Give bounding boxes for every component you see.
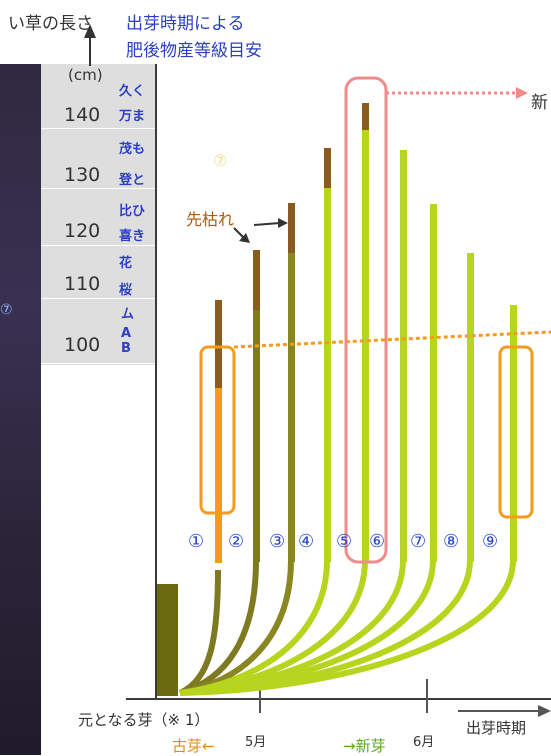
y-axis bbox=[155, 64, 157, 700]
shoot-stem-4 bbox=[324, 188, 331, 562]
shoot-tip-2 bbox=[253, 250, 260, 310]
gridline-100 bbox=[41, 363, 551, 364]
grade-kyuku: 久く bbox=[119, 84, 146, 99]
gridline-110 bbox=[41, 298, 551, 299]
highlight-box-shoot-5 bbox=[344, 76, 388, 564]
shoot-number-9: ⑨ bbox=[482, 531, 499, 552]
withered-arrowhead-right bbox=[278, 218, 288, 228]
origin-bud-label: 元となる芽（※ 1） bbox=[78, 711, 210, 729]
grade-kiki: 喜き bbox=[119, 229, 146, 244]
shoot-tip-3 bbox=[288, 203, 295, 253]
shoot-stem-5 bbox=[362, 130, 369, 562]
new-label: 新 bbox=[531, 93, 548, 113]
y-axis-arrowhead bbox=[84, 24, 96, 38]
y-tick-130: 130 bbox=[64, 164, 101, 186]
old-bud-label: 古芽← bbox=[172, 737, 215, 755]
grade-a-threshold-line bbox=[233, 330, 551, 349]
grade-title-line1: 出芽時期による bbox=[126, 14, 245, 34]
shoot-number-1: ① bbox=[188, 531, 205, 552]
faint-circled-label: ⑦ bbox=[213, 151, 228, 170]
background-photo bbox=[0, 64, 41, 755]
y-tick-120: 120 bbox=[64, 220, 101, 242]
grade-b: B bbox=[121, 341, 131, 356]
highlight-box-shoot-1 bbox=[199, 345, 236, 515]
grade-hihi: 比ひ bbox=[119, 204, 146, 219]
shoot-number-8: ⑧ bbox=[443, 531, 460, 552]
pink-arrowhead bbox=[516, 87, 528, 99]
tick-june bbox=[426, 679, 428, 713]
grade-title-line2: 肥後物産等級目安 bbox=[126, 41, 262, 61]
grade-sakura: 桜 bbox=[119, 283, 133, 298]
withered-arrowhead-down bbox=[239, 233, 250, 243]
june-label: 6月 bbox=[413, 735, 435, 750]
new-bud-label: →新芽 bbox=[343, 737, 386, 755]
shoot-number-5: ⑤ bbox=[336, 531, 353, 552]
x-axis-arrowhead bbox=[538, 705, 551, 717]
gridline-130 bbox=[41, 188, 551, 189]
grade-hana: 花 bbox=[119, 256, 133, 271]
left-edge-circled-label: ⑦ bbox=[0, 302, 13, 318]
shoot-stem-9 bbox=[510, 305, 517, 562]
withered-arrow-down bbox=[233, 227, 245, 239]
shoot-tip-5 bbox=[362, 103, 369, 130]
y-tick-110: 110 bbox=[64, 273, 101, 295]
withered-arrow-right bbox=[253, 222, 281, 226]
grade-mama: 万ま bbox=[119, 109, 146, 124]
shoot-number-2: ② bbox=[228, 531, 245, 552]
unit-label: (cm) bbox=[68, 66, 103, 84]
shoot-stem-6 bbox=[400, 150, 407, 562]
shoot-tip-4 bbox=[324, 148, 331, 188]
x-axis bbox=[126, 698, 551, 700]
grade-mu: ム bbox=[121, 307, 135, 322]
gridline-140 bbox=[41, 128, 551, 129]
y-axis-title: い草の長さ bbox=[8, 14, 93, 34]
shoot-stem-1 bbox=[215, 388, 222, 563]
y-tick-140: 140 bbox=[64, 104, 101, 126]
shoot-number-7: ⑦ bbox=[410, 531, 427, 552]
shoot-stem-2 bbox=[253, 310, 260, 562]
shoot-number-3: ③ bbox=[269, 531, 286, 552]
shoot-number-4: ④ bbox=[298, 531, 315, 552]
origin-bud bbox=[157, 584, 178, 696]
shoot-stem-8 bbox=[467, 253, 474, 562]
x-axis-title: 出芽時期 bbox=[466, 719, 527, 737]
grade-noboto: 登と bbox=[119, 173, 146, 188]
may-label: 5月 bbox=[245, 735, 267, 750]
grade-momo: 茂も bbox=[119, 142, 146, 157]
shoot-curve-9 bbox=[179, 559, 516, 696]
shoot-tip-1 bbox=[215, 300, 222, 388]
grade-scale-band bbox=[41, 64, 156, 365]
highlight-box-shoot-9 bbox=[498, 345, 534, 519]
grade-a: A bbox=[121, 326, 132, 341]
shoot-number-6: ⑥ bbox=[369, 531, 386, 552]
tick-may bbox=[259, 679, 261, 713]
shoot-stem-3 bbox=[288, 253, 295, 562]
shoot-stem-7 bbox=[430, 204, 437, 562]
withered-tip-label: 先枯れ bbox=[186, 210, 235, 229]
gridline-120 bbox=[41, 245, 551, 246]
y-tick-100: 100 bbox=[64, 334, 101, 356]
